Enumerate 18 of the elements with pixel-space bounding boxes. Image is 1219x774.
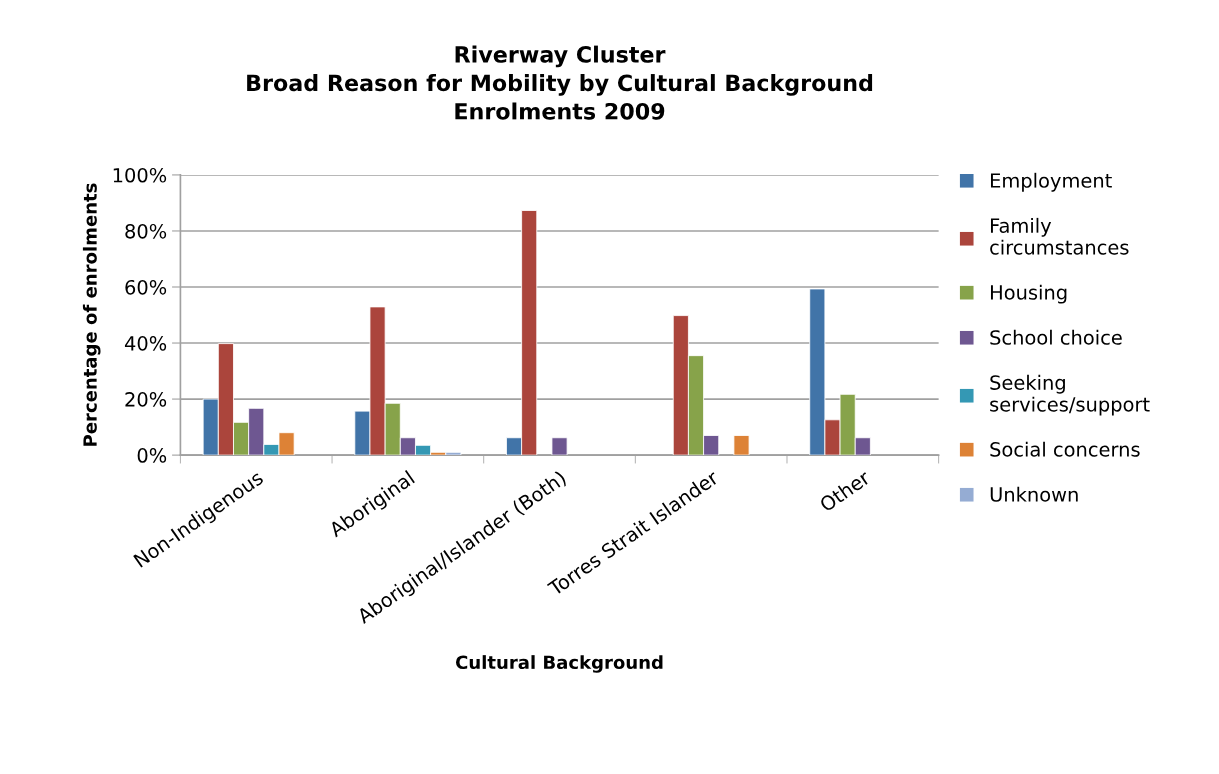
y-tick-label: 0%: [137, 448, 167, 463]
legend-label: Housing: [991, 284, 1067, 304]
legend-label: Social concerns: [990, 441, 1140, 457]
y-axis-title: Percentage of enrolments: [82, 183, 101, 446]
y-tick-label: 100%: [113, 167, 167, 183]
bar: [733, 435, 750, 456]
y-tick-label: 80%: [125, 223, 167, 239]
y-tick-label: 40%: [124, 335, 167, 351]
y-tick-label: 20%: [125, 392, 167, 407]
legend-label: School choice: [990, 329, 1122, 345]
y-tick-label: 60%: [125, 279, 167, 295]
legend-label: Unknown: [990, 486, 1078, 502]
x-axis-title: Cultural Background: [455, 655, 663, 673]
legend-label: Employment: [991, 172, 1112, 192]
legend-label: Family circumstances: [990, 217, 1129, 255]
bar: [551, 437, 568, 456]
legend-label: Seeking services/support: [990, 374, 1150, 416]
chart-title: Riverway Cluster Broad Reason for Mobility by Cultural Background Enrolments 2009: [247, 45, 873, 120]
